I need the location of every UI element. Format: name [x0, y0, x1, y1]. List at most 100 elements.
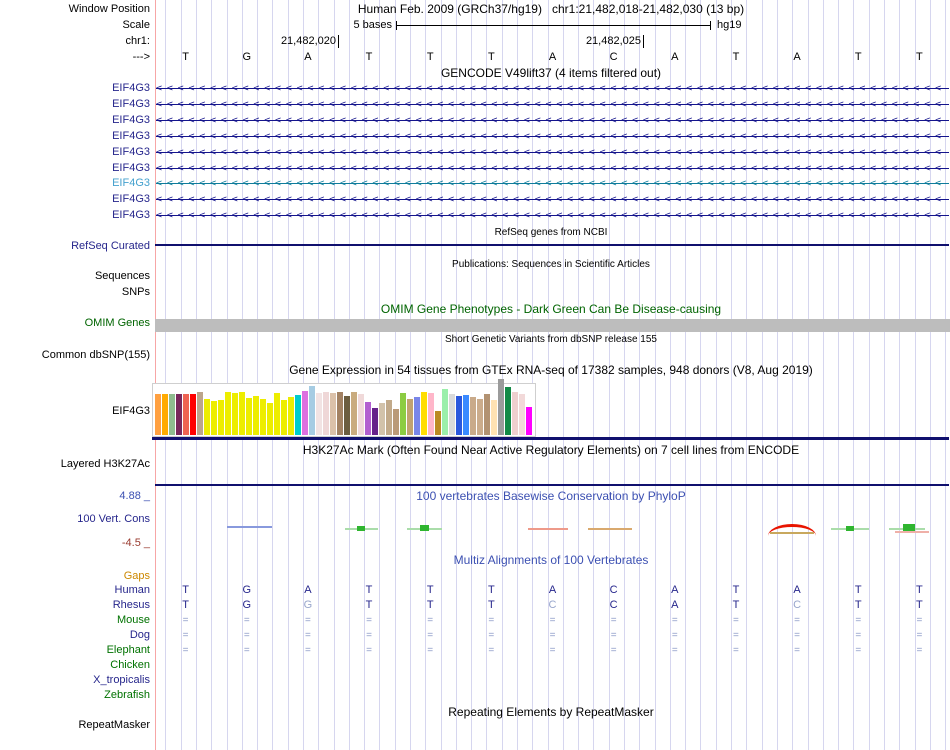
- alignment-base: =: [671, 615, 678, 626]
- gene-label-eif4g3[interactable]: EIF4G3: [112, 162, 150, 174]
- intron-line: [156, 183, 949, 184]
- species-label-human[interactable]: Human: [114, 584, 150, 596]
- alignment-base: =: [916, 645, 923, 656]
- gene-transcript-row[interactable]: <<<<<<<<<<<<<<<<<<<<<<<<<<<<<<<<<<<<<<<<…: [156, 210, 949, 221]
- intron-line: [156, 152, 949, 153]
- common-dbsnp-label[interactable]: Common dbSNP(155): [41, 349, 150, 361]
- intron-line: [156, 215, 949, 216]
- alignment-base: =: [671, 645, 678, 656]
- gene-label-eif4g3[interactable]: EIF4G3: [112, 82, 150, 94]
- omim-gene-bar[interactable]: [155, 319, 950, 332]
- species-label-gaps[interactable]: Gaps: [123, 570, 150, 582]
- base-letter: G: [242, 51, 252, 63]
- intron-line: [156, 136, 949, 137]
- gtex-bar: [512, 392, 518, 435]
- alignment-base: =: [794, 630, 801, 641]
- conservation-mark: [588, 528, 632, 530]
- gtex-gene-label[interactable]: EIF4G3: [112, 405, 150, 417]
- gridline: [318, 0, 320, 750]
- gridline: [394, 0, 396, 750]
- gene-transcript-row[interactable]: <<<<<<<<<<<<<<<<<<<<<<<<<<<<<<<<<<<<<<<<…: [156, 178, 949, 189]
- gtex-bar: [274, 393, 280, 435]
- gene-transcript-row[interactable]: <<<<<<<<<<<<<<<<<<<<<<<<<<<<<<<<<<<<<<<<…: [156, 147, 949, 158]
- alignment-base: T: [732, 599, 740, 611]
- gtex-bar: [169, 394, 175, 435]
- gene-transcript-row[interactable]: <<<<<<<<<<<<<<<<<<<<<<<<<<<<<<<<<<<<<<<<…: [156, 83, 949, 94]
- refseq-caption: RefSeq genes from NCBI: [494, 227, 608, 238]
- gene-label-eif4g3[interactable]: EIF4G3: [112, 130, 150, 142]
- gene-label-eif4g3[interactable]: EIF4G3: [112, 177, 150, 189]
- species-label-x_tropicalis[interactable]: X_tropicalis: [93, 674, 150, 686]
- gtex-bar: [260, 399, 266, 435]
- gtex-bar: [421, 392, 427, 435]
- sequences-label[interactable]: Sequences: [94, 270, 150, 282]
- scale-value: 5 bases: [353, 19, 392, 31]
- strand-arrows-left: <<<<<<<<<<<<<<<<<<<<<<<<<<<<<<<<<<<<<<<<…: [156, 131, 946, 142]
- gene-label-eif4g3[interactable]: EIF4G3: [112, 193, 150, 205]
- gtex-bar: [204, 399, 210, 435]
- gridline: [180, 0, 182, 750]
- gtex-bar: [239, 392, 245, 435]
- chrom-label: chr1:: [125, 35, 150, 47]
- gene-label-eif4g3[interactable]: EIF4G3: [112, 98, 150, 110]
- gene-transcript-row[interactable]: <<<<<<<<<<<<<<<<<<<<<<<<<<<<<<<<<<<<<<<<…: [156, 131, 949, 142]
- alignment-base: T: [487, 584, 495, 596]
- gtex-bar: [176, 394, 182, 435]
- alignment-base: C: [793, 599, 802, 611]
- species-label-chicken[interactable]: Chicken: [110, 659, 150, 671]
- gtex-bar: [267, 403, 273, 435]
- alignment-base: =: [304, 645, 311, 656]
- gtex-bar: [491, 400, 497, 435]
- snps-label[interactable]: SNPs: [121, 286, 150, 298]
- gene-transcript-row[interactable]: <<<<<<<<<<<<<<<<<<<<<<<<<<<<<<<<<<<<<<<<…: [156, 99, 949, 110]
- species-label-elephant[interactable]: Elephant: [106, 644, 150, 656]
- alignment-base: =: [733, 615, 739, 626]
- repeatmasker-label[interactable]: RepeatMasker: [78, 719, 150, 731]
- alignment-base: =: [610, 645, 617, 656]
- position-range: chr1:21,482,018-21,482,030 (13 bp): [551, 2, 745, 16]
- gtex-bar: [463, 395, 469, 435]
- omim-genes-label[interactable]: OMIM Genes: [84, 317, 150, 329]
- species-label-zebrafish[interactable]: Zebrafish: [104, 689, 150, 701]
- species-label-dog[interactable]: Dog: [129, 629, 150, 641]
- gene-label-eif4g3[interactable]: EIF4G3: [112, 209, 150, 221]
- refseq-curated-label[interactable]: RefSeq Curated: [71, 240, 150, 252]
- gene-label-eif4g3[interactable]: EIF4G3: [112, 114, 150, 126]
- alignment-base: =: [427, 630, 434, 641]
- alignment-base: =: [549, 645, 556, 656]
- gtex-bar-chart[interactable]: [152, 379, 536, 437]
- alignment-base: =: [182, 630, 189, 641]
- h3k27ac-label[interactable]: Layered H3K27Ac: [60, 458, 150, 470]
- species-label-rhesus[interactable]: Rhesus: [112, 599, 150, 611]
- species-label-mouse[interactable]: Mouse: [116, 614, 150, 626]
- gtex-bar: [253, 396, 259, 435]
- alignment-base: A: [671, 599, 679, 611]
- alignment-base: =: [366, 615, 372, 626]
- gridline: [883, 0, 885, 750]
- gtex-bar: [498, 379, 504, 435]
- strand-arrows-left: <<<<<<<<<<<<<<<<<<<<<<<<<<<<<<<<<<<<<<<<…: [156, 163, 946, 174]
- alignment-base: =: [182, 615, 189, 626]
- gtex-bar: [302, 391, 308, 435]
- gridline: [501, 0, 503, 750]
- refseq-gene-line[interactable]: [155, 244, 949, 246]
- gene-transcript-row[interactable]: <<<<<<<<<<<<<<<<<<<<<<<<<<<<<<<<<<<<<<<<…: [156, 163, 949, 174]
- base-letter: T: [487, 51, 495, 63]
- gridline: [333, 0, 335, 750]
- gtex-bar: [197, 392, 203, 435]
- alignment-base: T: [182, 584, 189, 596]
- alignment-base: =: [427, 615, 434, 626]
- gene-transcript-row[interactable]: <<<<<<<<<<<<<<<<<<<<<<<<<<<<<<<<<<<<<<<<…: [156, 194, 949, 205]
- strand-arrows-left: <<<<<<<<<<<<<<<<<<<<<<<<<<<<<<<<<<<<<<<<…: [156, 83, 946, 94]
- gtex-bar: [386, 400, 392, 435]
- alignment-base: =: [488, 630, 495, 641]
- gencode-title: GENCODE V49lift37 (4 items filtered out): [440, 66, 662, 80]
- gtex-bar: [288, 397, 294, 435]
- gridline: [562, 0, 564, 750]
- conservation-mark: [420, 525, 429, 531]
- phylop-track-label[interactable]: 100 Vert. Cons: [77, 513, 150, 525]
- h3k27ac-baseline: [155, 484, 949, 486]
- gene-transcript-row[interactable]: <<<<<<<<<<<<<<<<<<<<<<<<<<<<<<<<<<<<<<<<…: [156, 115, 949, 126]
- gene-label-eif4g3[interactable]: EIF4G3: [112, 146, 150, 158]
- alignment-base: =: [671, 630, 678, 641]
